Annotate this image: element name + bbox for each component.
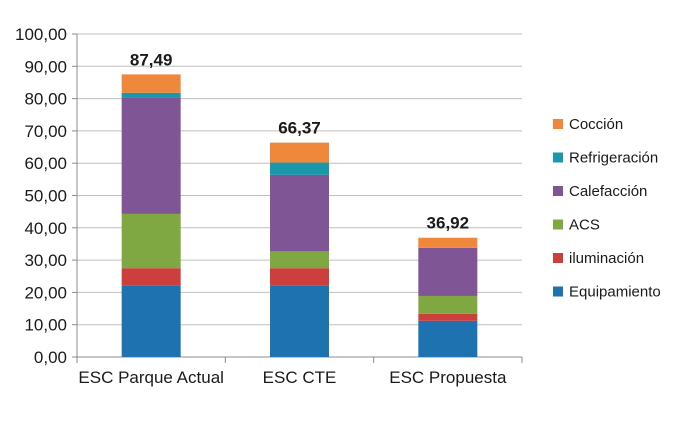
- legend-label: ACS: [569, 217, 600, 234]
- x-tick-label: ESC Parque Actual: [78, 368, 224, 387]
- legend-swatch: [553, 119, 563, 129]
- total-label: 66,37: [278, 119, 321, 138]
- bar-segment-iluminación: [270, 268, 329, 286]
- legend-label: iluminación: [569, 250, 644, 267]
- bar-segment-refrigeración: [121, 92, 181, 98]
- total-label: 36,92: [427, 214, 470, 233]
- legend-label: Cocción: [569, 116, 623, 133]
- bar-segment-calefacción: [418, 247, 478, 296]
- y-tick-label: 60,00: [24, 154, 67, 173]
- legend-label: Calefacción: [569, 183, 647, 200]
- y-tick-label: 20,00: [24, 283, 67, 302]
- y-tick-label: 70,00: [24, 122, 67, 141]
- y-tick-label: 10,00: [24, 316, 67, 335]
- axes: 0,00 10,00 20,00 30,00 40,00 50,00 60,00 70,00 8…: [15, 25, 523, 387]
- bar-segment-refrigeración: [270, 162, 329, 175]
- bar-segment-equipamiento: [418, 320, 478, 357]
- legend-swatch: [553, 219, 563, 230]
- bar-segment-cocción: [418, 237, 478, 248]
- bar-segment-cocción: [270, 142, 329, 163]
- x-tick-label: ESC CTE: [263, 368, 337, 387]
- bar-segment-acs: [270, 251, 329, 269]
- bar-segment-cocción: [121, 74, 181, 93]
- total-label: 87,49: [130, 50, 173, 69]
- bar-segment-calefacción: [121, 97, 181, 214]
- y-tick-label: 90,00: [24, 57, 67, 76]
- bar-segment-acs: [418, 295, 478, 314]
- legend-swatch: [553, 152, 563, 163]
- y-tick-label: 30,00: [24, 251, 67, 270]
- legend-label: Equipamiento: [569, 284, 661, 301]
- bar-segment-iluminación: [418, 313, 478, 321]
- y-tick-label: 50,00: [24, 187, 67, 206]
- bar-segment-acs: [121, 213, 181, 269]
- bar-segment-equipamiento: [270, 285, 329, 357]
- bar-segment-iluminación: [121, 268, 181, 286]
- legend-swatch: [553, 186, 563, 196]
- bars: [121, 74, 478, 357]
- bar-segment-equipamiento: [121, 285, 181, 357]
- legend: Cocción Refrigeración Calefacción ACS ilumin…: [553, 116, 661, 301]
- y-tick-label: 40,00: [24, 219, 67, 238]
- y-tick-label: 0,00: [34, 348, 67, 367]
- total-labels: 87,49 66,37 36,92: [130, 50, 469, 232]
- legend-swatch: [553, 253, 563, 263]
- y-tick-label: 100,00: [15, 25, 67, 44]
- y-tick-label: 80,00: [24, 90, 67, 109]
- legend-label: Refrigeración: [569, 150, 658, 167]
- x-tick-label: ESC Propuesta: [389, 368, 507, 387]
- legend-swatch: [553, 286, 563, 297]
- bar-segment-calefacción: [270, 174, 329, 252]
